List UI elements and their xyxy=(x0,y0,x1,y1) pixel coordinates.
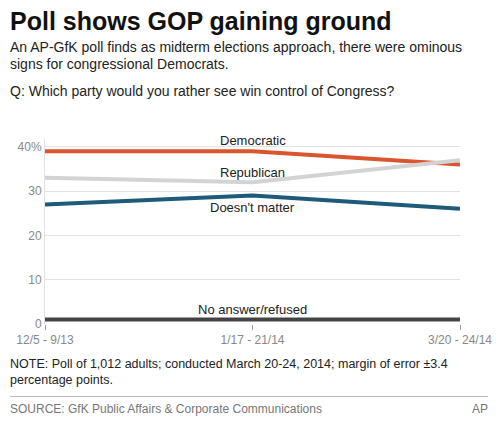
html-text:Q: Which party would you rathe: Q: Which party would you rather see win … xyxy=(10,83,395,99)
svg-text:Doesn't matter: Doesn't matter xyxy=(210,200,295,215)
svg-text:10: 10 xyxy=(28,273,42,287)
svg-text:12/5 - 9/13: 12/5 - 9/13 xyxy=(16,333,74,347)
svg-text:0: 0 xyxy=(35,317,42,331)
html-text:SOURCE: GfK Public Affairs & C: SOURCE: GfK Public Affairs & Corporate C… xyxy=(10,402,322,416)
svg-text:1/17 - 21/14: 1/17 - 21/14 xyxy=(220,333,284,347)
html-text:An AP-GfK poll finds as midter: An AP-GfK poll finds as midterm election… xyxy=(10,39,463,72)
svg-text:20: 20 xyxy=(28,229,42,243)
html-text:NOTE: Poll of 1,012 adults; co: NOTE: Poll of 1,012 adults; conducted Ma… xyxy=(10,357,448,387)
svg-text:Republican: Republican xyxy=(220,165,285,180)
html-text:AP: AP xyxy=(472,402,488,416)
svg-text:30: 30 xyxy=(28,184,42,198)
svg-text:3/20 - 24/14: 3/20 - 24/14 xyxy=(428,333,492,347)
html-text:Poll shows GOP gaining ground: Poll shows GOP gaining ground xyxy=(10,7,392,35)
svg-text:40%: 40% xyxy=(18,140,42,154)
svg-text:No answer/refused: No answer/refused xyxy=(198,302,307,317)
svg-text:Democratic: Democratic xyxy=(220,133,286,148)
